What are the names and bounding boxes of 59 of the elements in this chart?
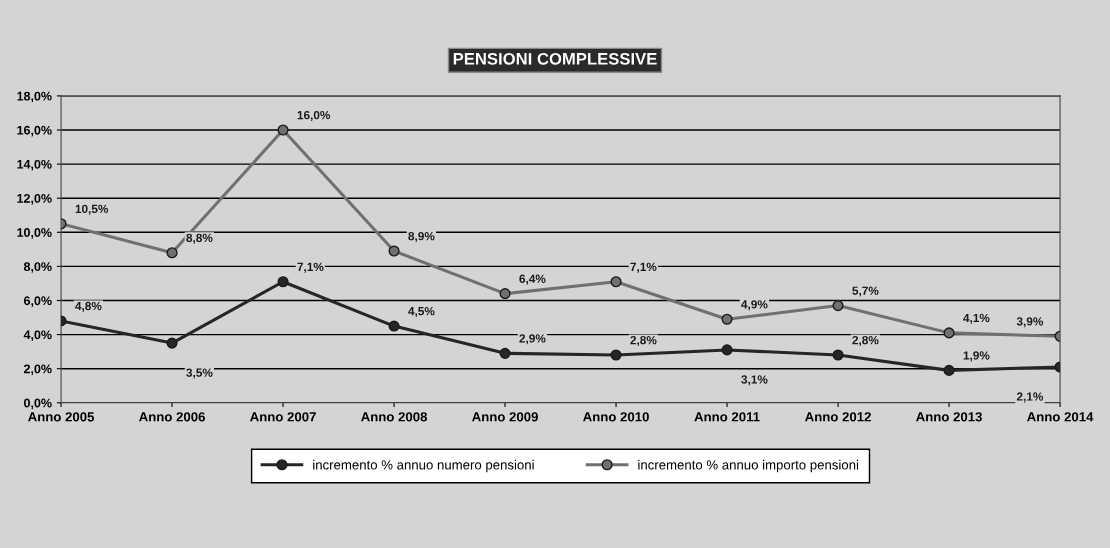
data-label: 2,1% [1016, 392, 1044, 403]
point [610, 276, 622, 288]
x-tick-label: Anno 2012 [805, 412, 871, 422]
x-tick-label: Anno 2005 [28, 412, 95, 422]
x-tick-label: Anno 2006 [139, 412, 205, 422]
data-label: 7,1% [297, 262, 324, 273]
point [721, 313, 733, 325]
point [388, 320, 400, 332]
data-label: 2,9% [519, 334, 546, 345]
data-label: 1,9% [963, 351, 990, 362]
point [943, 364, 955, 376]
data-label: 4,8% [75, 301, 102, 312]
x-tick-label: Anno 2008 [361, 412, 428, 422]
point [832, 300, 844, 312]
point [166, 247, 178, 259]
y-tick-label: 16,0% [17, 125, 52, 137]
data-label: 6,4% [519, 274, 546, 285]
point [943, 327, 955, 339]
y-tick-label: 12,0% [17, 193, 52, 205]
point [388, 245, 400, 257]
data-label: 3,9% [1016, 317, 1044, 328]
data-label: 8,8% [186, 233, 213, 244]
data-label: 2,8% [852, 335, 879, 347]
y-tick-label: 8,0% [23, 262, 52, 273]
y-tick-label: 18,0% [17, 91, 52, 103]
x-tick-label: Anno 2011 [694, 412, 760, 422]
point [166, 337, 178, 349]
y-tick-label: 2,0% [23, 364, 52, 376]
x-tick-label: Anno 2009 [472, 412, 538, 422]
y-tick-label: 6,0% [23, 296, 52, 307]
point [277, 276, 289, 288]
y-tick-label: 0,0% [24, 398, 52, 410]
data-label: 10,5% [75, 204, 109, 215]
x-tick-label: Anno 2007 [250, 412, 316, 422]
data-label: 4,9% [741, 300, 768, 311]
x-tick-label: Anno 2013 [916, 412, 982, 422]
legend-label: incremento % annuo numero pensioni [313, 459, 534, 473]
data-label: 2,8% [630, 335, 657, 347]
legend-label: incremento % annuo importo pensioni [638, 459, 859, 473]
data-label: 5,7% [852, 286, 879, 297]
data-label: 3,5% [186, 368, 213, 379]
y-tick-label: 10,0% [17, 228, 52, 239]
data-label: 16,0% [297, 110, 331, 121]
point [832, 349, 844, 361]
point [499, 288, 511, 300]
data-label: 8,9% [408, 231, 435, 243]
data-label: 3,1% [741, 375, 768, 386]
x-tick-label: Anno 2010 [583, 412, 649, 422]
point [499, 347, 511, 359]
data-label: 4,5% [408, 307, 435, 318]
chart-title: PENSIONI COMPLESSIVE [453, 52, 657, 65]
y-tick-label: 4,0% [23, 330, 52, 342]
x-tick-label: Anno 2014 [1027, 412, 1094, 422]
point [610, 349, 622, 361]
y-tick-label: 14,0% [17, 159, 52, 171]
data-label: 4,1% [963, 313, 990, 324]
point [277, 124, 289, 136]
point [721, 344, 733, 356]
data-label: 7,1% [630, 262, 657, 273]
